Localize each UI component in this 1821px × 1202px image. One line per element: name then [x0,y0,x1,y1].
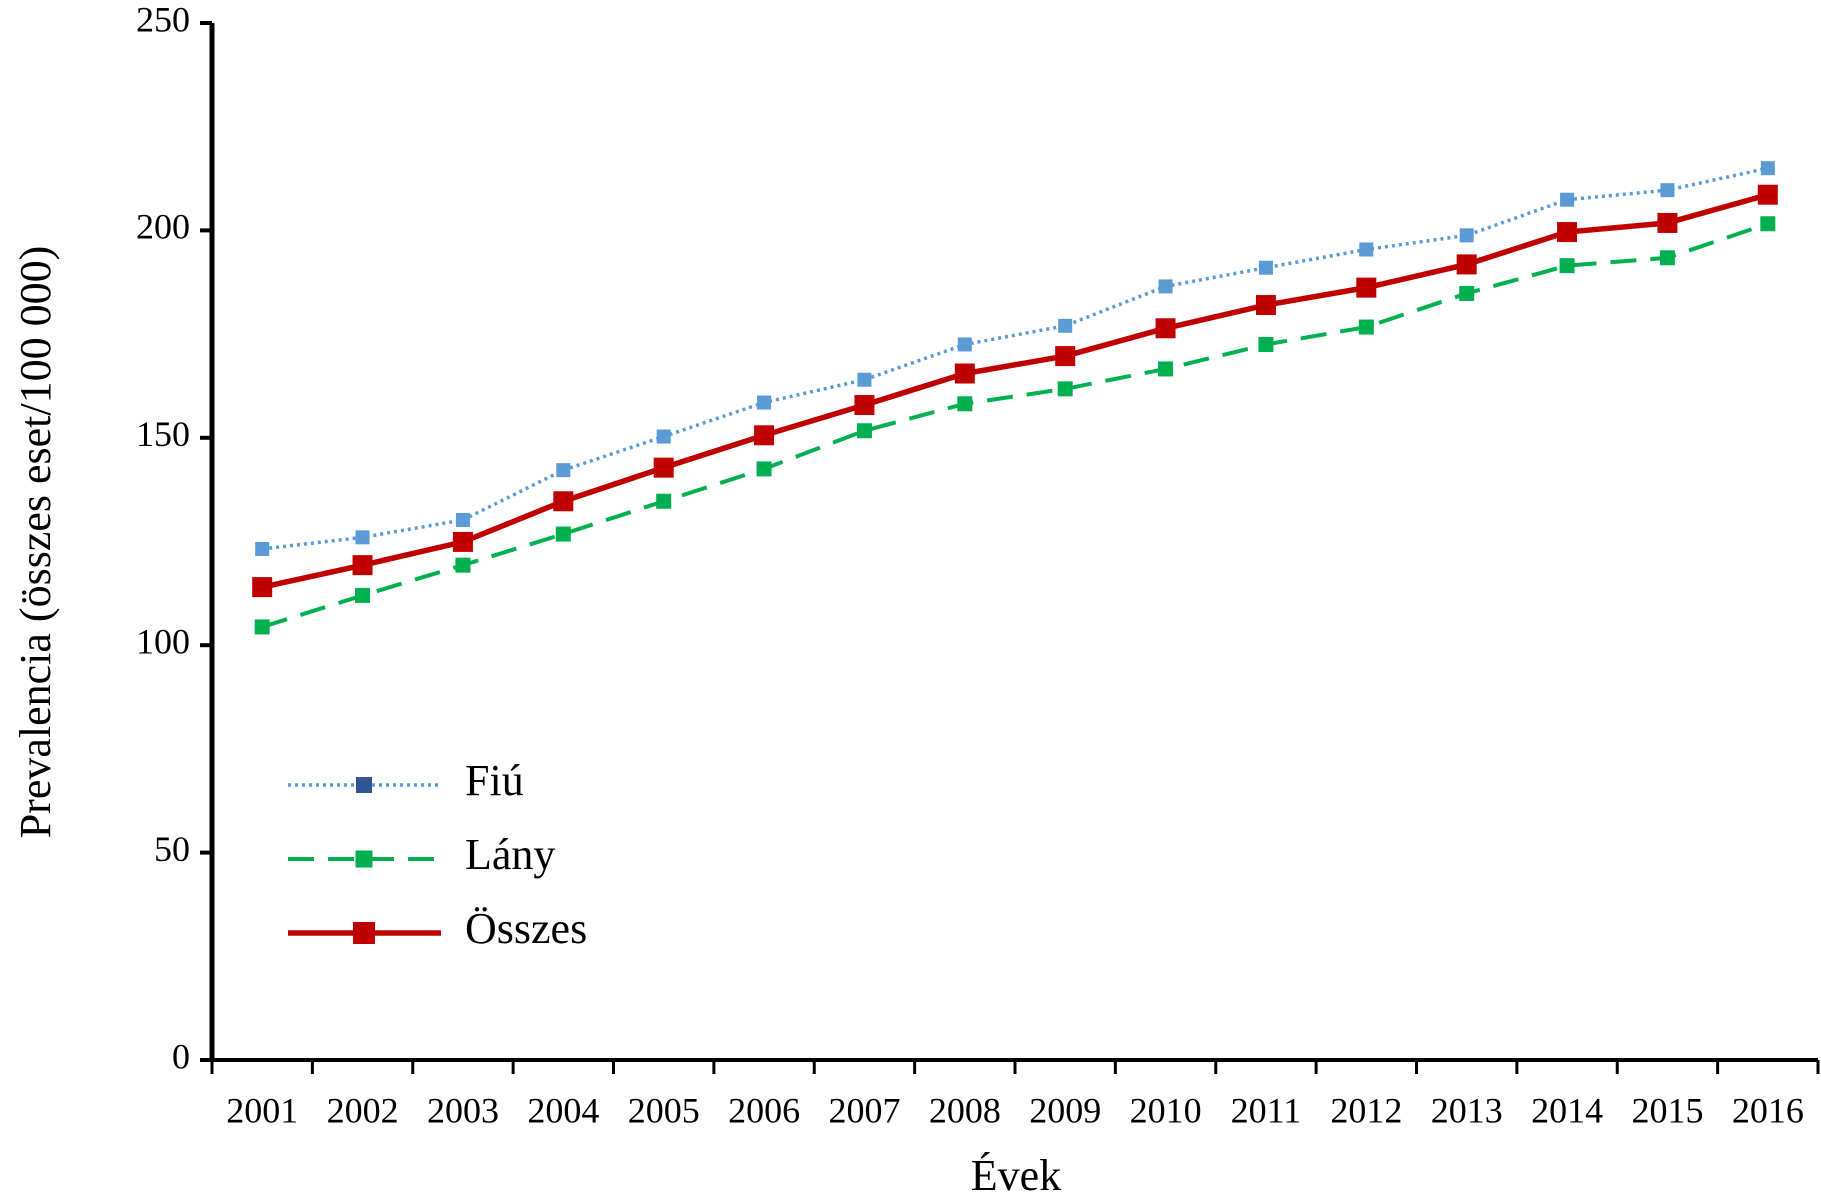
point-marker [1459,285,1475,301]
point-marker [954,363,975,384]
point-marker [856,423,872,439]
point-marker [757,395,772,410]
point-marker [1760,161,1775,176]
point-marker [1557,222,1578,243]
x-tick-label: 2003 [427,1090,499,1130]
x-tick-label: 2013 [1431,1090,1503,1130]
x-tick-label: 2008 [929,1090,1001,1130]
x-tick-label: 2015 [1631,1090,1703,1130]
point-marker [355,587,371,603]
point-marker [1057,381,1073,397]
point-marker [1258,336,1274,352]
legend-label: Összes [465,904,587,953]
point-marker [1356,277,1377,298]
point-marker [455,557,471,573]
point-marker [455,512,470,527]
point-marker [854,395,875,416]
point-marker [352,555,373,576]
x-tick-label: 2002 [327,1090,399,1130]
point-marker [1659,250,1675,266]
point-marker [1660,183,1675,198]
point-marker [254,619,270,635]
point-marker [1258,260,1273,275]
y-tick-label: 250 [136,0,190,39]
series-line [261,221,1769,629]
point-marker [1359,242,1374,257]
point-marker [756,461,772,477]
point-marker [1456,254,1477,275]
point-marker [452,531,473,552]
x-tick-label: 2001 [226,1090,298,1130]
point-marker [1058,318,1073,333]
point-marker [1155,318,1176,339]
x-tick-label: 2004 [527,1090,599,1130]
point-marker [857,372,872,387]
y-tick-label: 50 [154,829,190,869]
point-marker [556,463,571,478]
legend-label: Lány [465,830,555,879]
y-tick-label: 0 [172,1036,190,1076]
x-tick-label: 2016 [1732,1090,1804,1130]
x-tick-label: 2010 [1130,1090,1202,1130]
point-marker [1158,361,1174,377]
point-marker [255,541,270,556]
point-marker [957,396,973,412]
series-line [261,166,1769,551]
point-marker [656,493,672,509]
y-axis-title: Prevalencia (összes eset/100 000) [11,246,60,839]
x-tick-label: 2011 [1231,1090,1302,1130]
point-marker [1760,216,1776,232]
point-marker [1560,192,1575,207]
y-tick-label: 150 [136,414,190,454]
point-marker [656,429,671,444]
point-marker [553,491,574,512]
point-marker [1459,228,1474,243]
x-tick-label: 2007 [828,1090,900,1130]
legend-marker [355,850,373,868]
x-tick-label: 2006 [728,1090,800,1130]
x-tick-label: 2005 [628,1090,700,1130]
legend-marker [353,922,375,944]
point-marker [957,337,972,352]
x-axis-title: Évek [971,1151,1061,1200]
point-marker [1757,184,1778,205]
point-marker [1358,319,1374,335]
series-line [261,192,1769,590]
legend-label: Fiú [465,756,524,805]
point-marker [653,457,674,478]
point-marker [252,577,273,598]
legend-marker [356,777,372,793]
point-marker [1055,346,1076,367]
point-marker [1158,279,1173,294]
y-tick-label: 100 [136,621,190,661]
y-tick-label: 200 [136,207,190,247]
point-marker [1255,295,1276,316]
x-tick-label: 2009 [1029,1090,1101,1130]
point-marker [754,425,775,446]
point-marker [355,530,370,545]
x-tick-label: 2014 [1531,1090,1603,1130]
point-marker [1559,258,1575,274]
point-marker [555,526,571,542]
point-marker [1657,212,1678,233]
x-tick-label: 2012 [1330,1090,1402,1130]
